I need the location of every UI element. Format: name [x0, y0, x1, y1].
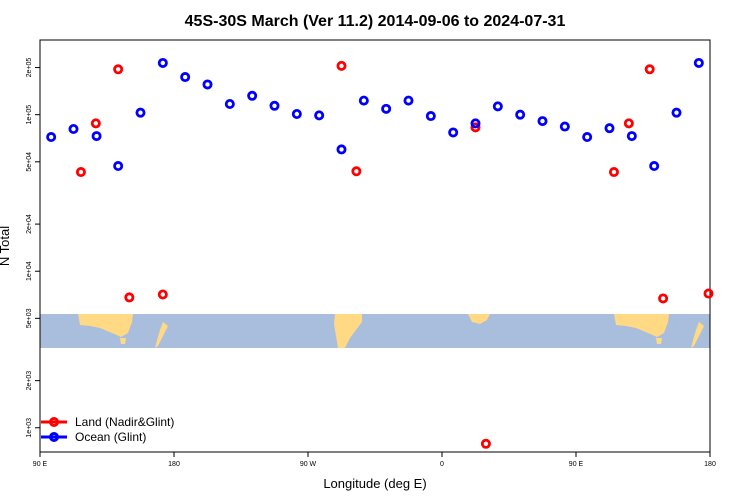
land-point: [703, 288, 714, 299]
ocean-band: [40, 314, 710, 348]
ocean-point: [180, 72, 191, 83]
ocean-point: [537, 116, 548, 127]
ocean-point: [157, 57, 168, 68]
land-shape-africa: [468, 314, 490, 324]
y-tick-label: 1e+03: [26, 418, 33, 438]
land-shape-australia-west: [78, 314, 133, 337]
legend-label-land: Land (Nadir&Glint): [75, 415, 174, 429]
ocean-point: [269, 100, 280, 111]
ocean-point: [358, 95, 369, 106]
ocean-point: [381, 103, 392, 114]
ocean-point: [314, 110, 325, 121]
ocean-point: [582, 132, 593, 143]
land-shape-australia-east: [614, 314, 669, 337]
y-tick-label: 1e+05: [26, 105, 33, 125]
land-point: [470, 122, 481, 133]
land-shape-tasmania-east: [656, 338, 662, 344]
land-shape-new-zealand-west: [155, 322, 168, 348]
ocean-point: [113, 161, 124, 172]
land-shape-south-america: [334, 314, 362, 348]
land-point: [113, 64, 124, 75]
legend-label-ocean: Ocean (Glint): [75, 430, 146, 444]
land-shape-tasmania-west: [120, 338, 126, 344]
x-tick-label: 0: [440, 461, 444, 468]
plot-frame: [39, 39, 711, 453]
ocean-point: [247, 90, 258, 101]
y-tick-label: 2e+03: [26, 371, 33, 391]
map-strip: [40, 314, 710, 348]
ocean-point: [425, 111, 436, 122]
legend-marker-ocean: [49, 432, 59, 442]
ocean-point: [671, 107, 682, 118]
ocean-point: [693, 57, 704, 68]
x-axis: 90 E 180 90 W 0 90 E 180: [33, 452, 716, 468]
ocean-point: [291, 109, 302, 120]
legend-marker-land: [49, 417, 59, 427]
ocean-point: [515, 109, 526, 120]
y-axis: 1e+03 2e+03 5e+03 1e+04 2e+04 5e+04 1e+05 2e+05: [26, 58, 40, 438]
series-points: [46, 57, 714, 449]
x-tick-label: 90 E: [33, 461, 48, 468]
ocean-point: [604, 123, 615, 134]
x-tick-label: 180: [704, 461, 716, 468]
legend-item-ocean: Ocean (Glint): [41, 430, 146, 444]
land-point: [658, 293, 669, 304]
ocean-point: [46, 132, 57, 143]
ocean-point: [448, 127, 459, 138]
ocean-point: [68, 124, 79, 135]
ocean-point: [91, 131, 102, 142]
land-point: [75, 167, 86, 178]
land-shape-new-zealand-east: [691, 322, 704, 348]
ocean-point: [135, 107, 146, 118]
y-tick-label: 5e+03: [26, 308, 33, 328]
ocean-point: [492, 101, 503, 112]
y-tick-label: 1e+04: [26, 261, 33, 281]
land-point: [157, 289, 168, 300]
y-tick-label: 2e+05: [26, 58, 33, 78]
land-point: [351, 166, 362, 177]
y-axis-label: N Total: [0, 226, 12, 266]
legend: Land (Nadir&Glint) Ocean (Glint): [41, 415, 174, 444]
ocean-point: [224, 99, 235, 110]
land-point: [644, 64, 655, 75]
ocean-point: [202, 79, 213, 90]
land-point: [480, 438, 491, 449]
x-tick-label: 90 W: [300, 461, 317, 468]
land-point: [124, 292, 135, 303]
y-tick-label: 2e+04: [26, 214, 33, 234]
ocean-point: [336, 144, 347, 155]
ocean-point: [649, 161, 660, 172]
x-tick-label: 180: [168, 461, 180, 468]
ocean-point: [626, 131, 637, 142]
land-point: [90, 118, 101, 129]
legend-item-land: Land (Nadir&Glint): [41, 415, 174, 429]
ocean-point: [403, 95, 414, 106]
land-point: [608, 167, 619, 178]
x-axis-label: Longitude (deg E): [323, 476, 426, 491]
x-tick-label: 90 E: [569, 461, 584, 468]
land-point: [336, 60, 347, 71]
ocean-point: [470, 118, 481, 129]
ocean-point: [559, 121, 570, 132]
chart-title: 45S-30S March (Ver 11.2) 2014-09-06 to 2…: [185, 13, 566, 30]
land-point: [623, 118, 634, 129]
y-tick-label: 5e+04: [26, 152, 33, 172]
